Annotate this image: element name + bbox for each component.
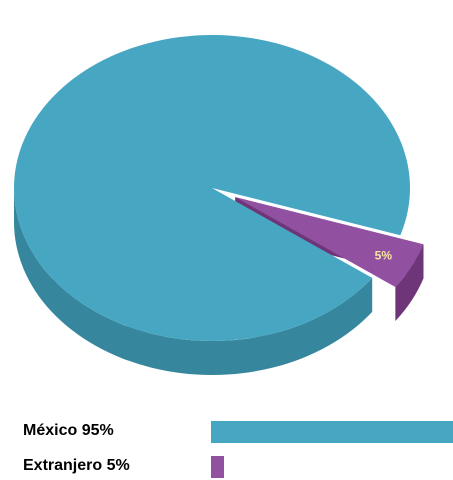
legend-row-extranjero: Extranjero 5% [0, 454, 453, 480]
legend-bar-extranjero [211, 456, 224, 478]
pie-chart: 5% [14, 35, 424, 375]
slice-label-extranjero: 5% [375, 248, 393, 262]
legend-bar-mexico [211, 421, 453, 443]
pie-slice-extranjero [235, 197, 424, 288]
pie-slice-mexico [14, 35, 411, 342]
legend-label-mexico: México 95% [23, 422, 114, 439]
pie-rim-mexico [14, 188, 373, 375]
legend-label-extranjero: Extranjero 5% [23, 457, 130, 474]
legend-row-mexico: México 95% [0, 419, 453, 445]
